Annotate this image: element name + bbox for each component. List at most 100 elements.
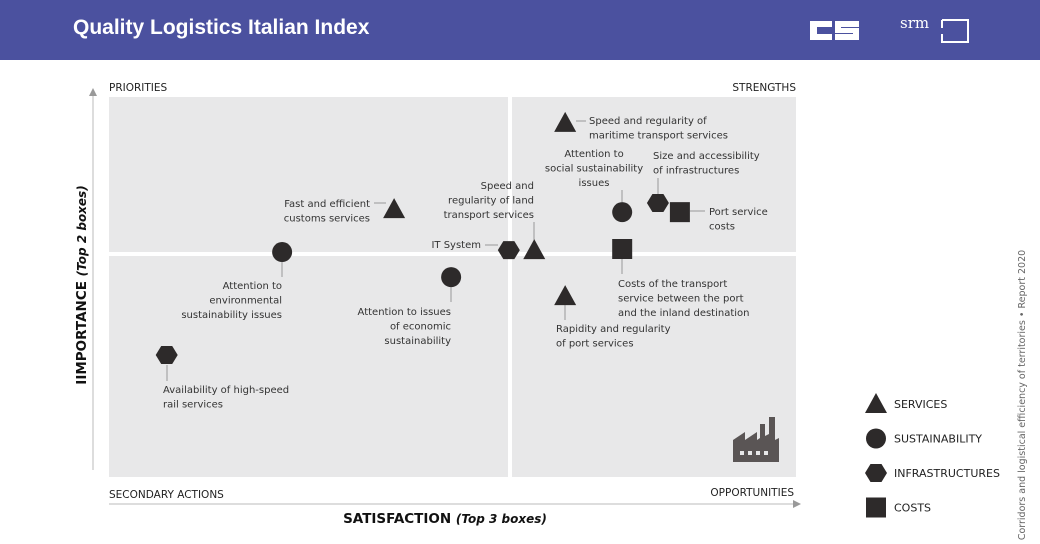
services-marker (523, 239, 546, 260)
data-point: Attention to environmental sustainability … (181, 242, 293, 321)
legend-item-sustainability: SUSTAINABILITY (866, 428, 982, 449)
point-label-line: and the inland destination (618, 308, 750, 319)
quadrant-label-opportunities: OPPORTUNITIES (710, 487, 794, 499)
factory-window (740, 451, 744, 455)
data-point: Attention to social sustainability issues (545, 149, 643, 223)
point-label: Speed and regularity of maritime transpor… (589, 116, 728, 142)
factory-window (764, 451, 768, 455)
point-label-line: social sustainability (545, 164, 643, 175)
sustainability-marker (272, 242, 293, 263)
legend-item-services: SERVICES (865, 393, 947, 413)
y-axis-title: IIMPORTANCE (Top 2 boxes) (74, 185, 90, 384)
point-label: Costs of the transport service between th… (618, 279, 750, 319)
point-label-line: issues (579, 178, 610, 189)
y-axis-title-main: IIMPORTANCE (74, 276, 90, 384)
point-label-line: of port services (556, 339, 634, 350)
point-label-line: IT System (431, 240, 481, 251)
point-label: Port service costs (709, 207, 768, 233)
point-label-line: customs services (284, 214, 370, 225)
legend-label: SERVICES (894, 398, 947, 411)
factory-icon (733, 417, 779, 462)
point-label: Availability of high-speed rail services (163, 385, 289, 411)
infrastructures-marker (497, 241, 520, 260)
data-point: Speed and regularity of maritime transpor… (554, 111, 728, 142)
data-point: Fast and efficient customs services (284, 198, 406, 225)
legend-item-costs: COSTS (866, 497, 931, 518)
point-label-line: Speed and regularity of (589, 116, 707, 127)
data-point: Attention to issues of economic sustainabi… (358, 267, 462, 347)
svg-text:srm: srm (900, 14, 929, 32)
point-label: IT System (431, 240, 481, 251)
infrastructures-marker (646, 194, 669, 213)
square-icon (866, 497, 886, 518)
cs-logo (810, 21, 859, 40)
point-label-line: of infrastructures (653, 166, 739, 177)
quadrant-label-secondary-actions: SECONDARY ACTIONS (109, 489, 224, 501)
x-axis-title-main: SATISFACTION (343, 511, 456, 527)
services-marker (554, 285, 577, 306)
services-marker (383, 198, 406, 219)
side-note: Corridors and logistical efficiency of t… (1017, 250, 1028, 540)
factory-window (756, 451, 760, 455)
point-label-line: sustainability issues (181, 310, 282, 321)
services-marker (554, 111, 577, 132)
data-point: Costs of the transport service between th… (612, 239, 750, 319)
srm-logo: srm (900, 14, 969, 43)
circle-icon (866, 428, 886, 449)
data-point: Availability of high-speed rail services (155, 346, 289, 411)
sustainability-marker (612, 202, 633, 223)
point-label-line: sustainability (384, 336, 451, 347)
quadrant-label-priorities: PRIORITIES (109, 82, 168, 94)
y-axis-arrow-icon (89, 88, 97, 96)
legend-label: SUSTAINABILITY (894, 433, 982, 446)
point-label: Rapidity and regularity of port services (556, 324, 671, 350)
data-point: Size and accessibility of infrastructures (646, 151, 760, 213)
point-label-line: Availability of high-speed (163, 385, 289, 396)
quadrant-label-strengths: STRENGTHS (732, 82, 796, 94)
point-label: Attention to issues of economic sustainabi… (358, 307, 452, 347)
point-label-line: environmental (209, 296, 282, 307)
legend-label: COSTS (894, 502, 931, 515)
point-label: Speed and regularity of land transport ser… (444, 181, 534, 221)
point-label-line: Attention to issues (358, 307, 451, 318)
quadrant-secondary-actions (109, 256, 508, 477)
point-label-line: of economic (390, 322, 451, 333)
data-point: IT System (431, 240, 520, 260)
point-label-line: Rapidity and regularity (556, 324, 671, 335)
factory-window (748, 451, 752, 455)
point-label-line: Fast and efficient (284, 199, 370, 210)
x-axis-title: SATISFACTION (Top 3 boxes) (343, 511, 547, 527)
point-label-line: transport services (444, 210, 534, 221)
point-label: Fast and efficient customs services (284, 199, 370, 225)
triangle-icon (865, 393, 887, 413)
point-label: Attention to environmental sustainability … (181, 281, 282, 321)
sustainability-marker (441, 267, 462, 288)
point-label-line: service between the port (618, 294, 744, 305)
data-point: Speed and regularity of land transport ser… (444, 181, 546, 260)
point-label: Attention to social sustainability issues (545, 149, 643, 189)
legend-label: INFRASTRUCTURES (894, 467, 1000, 480)
point-label-line: costs (709, 222, 735, 233)
costs-marker (669, 202, 690, 223)
quadrant-priorities (109, 97, 508, 252)
infrastructures-marker (155, 346, 178, 365)
point-label-line: regularity of land (448, 196, 534, 207)
point-label: Size and accessibility of infrastructures (653, 151, 760, 177)
x-axis-title-sub: (Top 3 boxes) (456, 512, 547, 526)
page-title: Quality Logistics Italian Index (73, 16, 370, 39)
costs-marker (612, 239, 633, 259)
point-label-line: Port service (709, 207, 768, 218)
point-label-line: Size and accessibility (653, 151, 760, 162)
hexagon-icon (865, 464, 887, 482)
point-label-line: Costs of the transport (618, 279, 727, 290)
header-bar: Quality Logistics Italian Index srm (0, 0, 1040, 60)
data-point: Port service costs (669, 202, 768, 233)
y-axis-title-sub: (Top 2 boxes) (75, 185, 89, 276)
point-label-line: rail services (163, 400, 223, 411)
legend-item-infrastructures: INFRASTRUCTURES (865, 464, 1000, 482)
point-label-line: Attention to (223, 281, 282, 292)
point-label-line: Speed and (481, 181, 534, 192)
data-point: Rapidity and regularity of port services (554, 285, 671, 350)
x-axis-arrow-icon (793, 500, 801, 508)
